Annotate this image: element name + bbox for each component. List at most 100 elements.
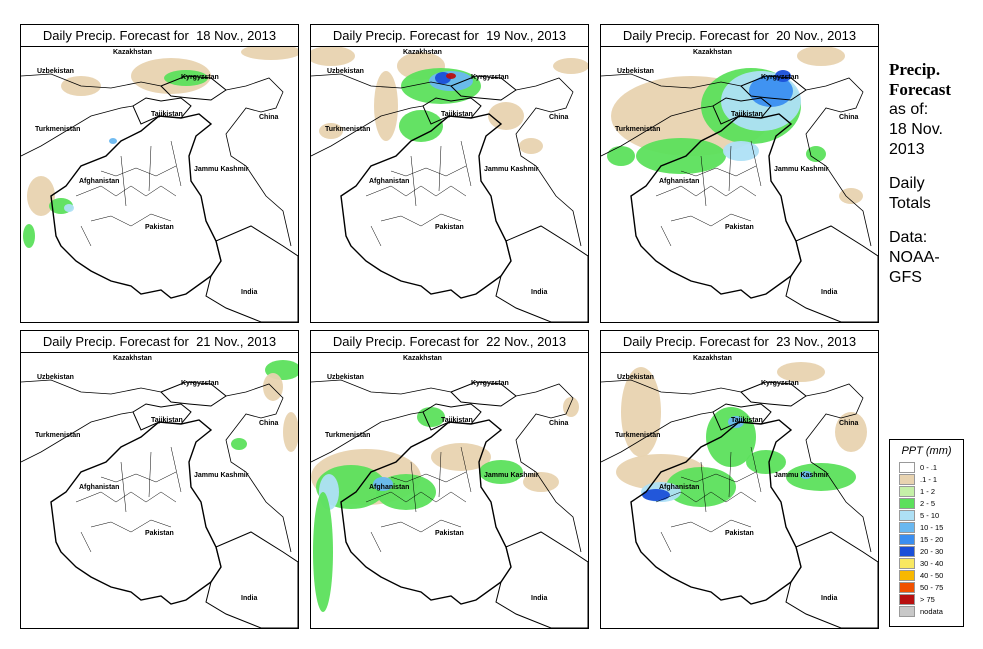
northern-border	[21, 379, 162, 463]
map-canvas	[21, 360, 298, 628]
india-border	[205, 225, 298, 322]
china-border	[515, 383, 582, 553]
legend-swatch	[899, 557, 915, 569]
legend-item: nodata	[890, 605, 963, 617]
india-border	[785, 225, 878, 322]
data-source-name: NOAA-	[889, 249, 940, 266]
panel-title: Daily Precip. Forecast for 22 Nov., 2013	[311, 331, 588, 353]
precip-area	[374, 71, 398, 141]
legend-label: .1 - 1	[920, 474, 938, 484]
map-label-afghanistan: Afghanistan	[659, 178, 700, 185]
kyrgyzstan-border	[450, 381, 517, 407]
map-label-china: China	[839, 420, 859, 427]
legend-item: .1 - 1	[890, 473, 963, 485]
tajikistan-border	[712, 97, 772, 125]
tajikistan-border	[422, 97, 482, 125]
china-border	[805, 77, 872, 247]
map-label-uzbekistan: Uzbekistan	[617, 374, 654, 381]
legend-item: 50 - 75	[890, 581, 963, 593]
legend-label: 15 - 20	[920, 534, 944, 544]
precip-area	[797, 46, 845, 66]
map-label-kazakhstan: Kazakhstan	[693, 355, 732, 362]
forecast-panel-18-nov: Daily Precip. Forecast for 18 Nov., 2013…	[20, 24, 299, 323]
precip-area	[313, 492, 333, 612]
forecast-panel-19-nov: Daily Precip. Forecast for 19 Nov., 2013…	[310, 24, 589, 323]
legend-label: 1 - 2	[920, 486, 936, 496]
legend-label: 2 - 5	[920, 498, 936, 508]
panel-title: Daily Precip. Forecast for 20 Nov., 2013	[601, 25, 878, 47]
precip-area	[806, 146, 826, 162]
precip-area	[553, 58, 588, 74]
map-label-pakistan: Pakistan	[435, 530, 464, 537]
precip-area	[519, 138, 543, 154]
map-label-jammu-kashmir: Jammu Kashmir	[774, 166, 829, 173]
map-label-kyrgyzstan: Kyrgyzstan	[761, 380, 799, 387]
precip-map: Kazakhstan Uzbekistan Kyrgyzstan Tajikistan…	[21, 352, 298, 628]
legend-swatch	[899, 509, 915, 521]
map-label-afghanistan: Afghanistan	[369, 484, 410, 491]
map-label-kyrgyzstan: Kyrgyzstan	[181, 74, 219, 81]
afghanistan-pakistan-border	[630, 419, 802, 605]
precip-area	[777, 362, 825, 382]
province-lines	[655, 140, 762, 247]
forecast-panel-20-nov: Daily Precip. Forecast for 20 Nov., 2013…	[600, 24, 879, 323]
legend-swatch	[899, 485, 915, 497]
map-label-tajikistan: Tajikistan	[151, 111, 183, 118]
map-label-pakistan: Pakistan	[145, 530, 174, 537]
legend-item: 5 - 10	[890, 509, 963, 521]
legend-label: 5 - 10	[920, 510, 940, 520]
precip-area	[446, 73, 456, 79]
forecast-info-sidebar: Precip. Forecast as of: 18 Nov. 2013 Dai…	[889, 60, 981, 288]
legend-item: 40 - 50	[890, 569, 963, 581]
legend-label: 50 - 75	[920, 582, 944, 592]
map-label-jammu-kashmir: Jammu Kashmir	[484, 166, 539, 173]
afghanistan-pakistan-border	[50, 419, 222, 605]
legend-item: 0 - .1	[890, 461, 963, 473]
northern-border	[21, 73, 162, 157]
precip-area	[283, 412, 298, 452]
precip-area	[636, 138, 726, 174]
province-lines	[655, 446, 762, 553]
map-label-china: China	[549, 114, 569, 121]
sidebar-heading: Forecast	[889, 80, 951, 99]
panel-title: Daily Precip. Forecast for 19 Nov., 2013	[311, 25, 588, 47]
panel-title: Daily Precip. Forecast for 18 Nov., 2013	[21, 25, 298, 47]
map-canvas	[21, 46, 298, 322]
precip-area	[800, 471, 812, 479]
northern-border	[601, 379, 742, 463]
map-label-kyrgyzstan: Kyrgyzstan	[761, 74, 799, 81]
precip-area	[839, 188, 863, 204]
india-border	[205, 531, 298, 628]
map-label-india: India	[531, 595, 548, 602]
map-label-pakistan: Pakistan	[725, 224, 754, 231]
afghanistan-pakistan-border	[340, 113, 512, 299]
tajikistan-border	[422, 403, 482, 431]
precip-area	[835, 412, 867, 452]
legend-label: 10 - 15	[920, 522, 944, 532]
map-label-turkmenistan: Turkmenistan	[35, 432, 81, 439]
precip-area	[64, 204, 74, 212]
precip-area	[373, 477, 393, 491]
as-of-year: 2013	[889, 141, 925, 158]
map-label-kyrgyzstan: Kyrgyzstan	[471, 74, 509, 81]
legend-swatch	[899, 533, 915, 545]
data-source-label: Data:	[889, 229, 928, 246]
forecast-panel-23-nov: Daily Precip. Forecast for 23 Nov., 2013…	[600, 330, 879, 629]
map-label-tajikistan: Tajikistan	[151, 417, 183, 424]
data-source-name: GFS	[889, 269, 922, 286]
map-label-india: India	[821, 595, 838, 602]
northern-border	[601, 73, 742, 157]
precip-map: Kazakhstan Uzbekistan Kyrgyzstan Tajikistan…	[601, 352, 878, 628]
legend-label: nodata	[920, 606, 943, 616]
legend-label: 20 - 30	[920, 546, 944, 556]
as-of-date: 18 Nov.	[889, 121, 943, 138]
map-label-turkmenistan: Turkmenistan	[615, 432, 661, 439]
panel-title: Daily Precip. Forecast for 21 Nov., 2013	[21, 331, 298, 353]
legend-swatch	[899, 521, 915, 533]
map-label-uzbekistan: Uzbekistan	[617, 68, 654, 75]
precip-legend: PPT (mm) 0 - .1 .1 - 1 1 - 2 2 - 5 5 - 10 10 …	[889, 439, 964, 627]
northern-border	[311, 379, 452, 463]
afghanistan-pakistan-border	[340, 419, 512, 605]
map-label-kazakhstan: Kazakhstan	[403, 355, 442, 362]
precip-area	[319, 123, 343, 139]
